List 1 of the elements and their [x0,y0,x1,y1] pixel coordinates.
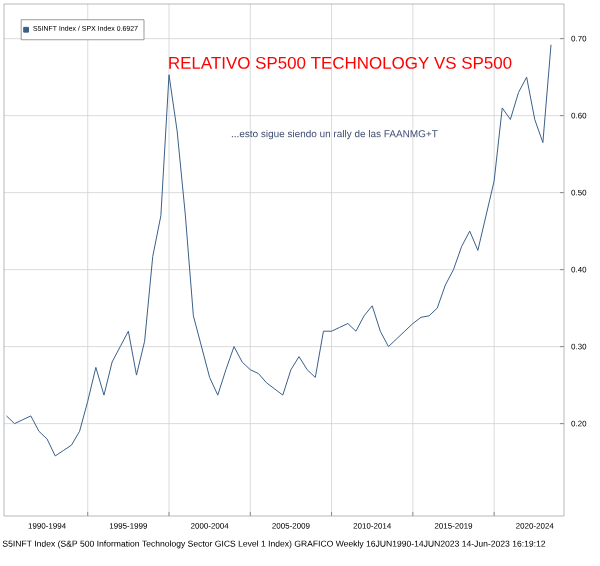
text: RELATIVO SP500 TECHNOLOGY VS SP500 [169,56,512,69]
